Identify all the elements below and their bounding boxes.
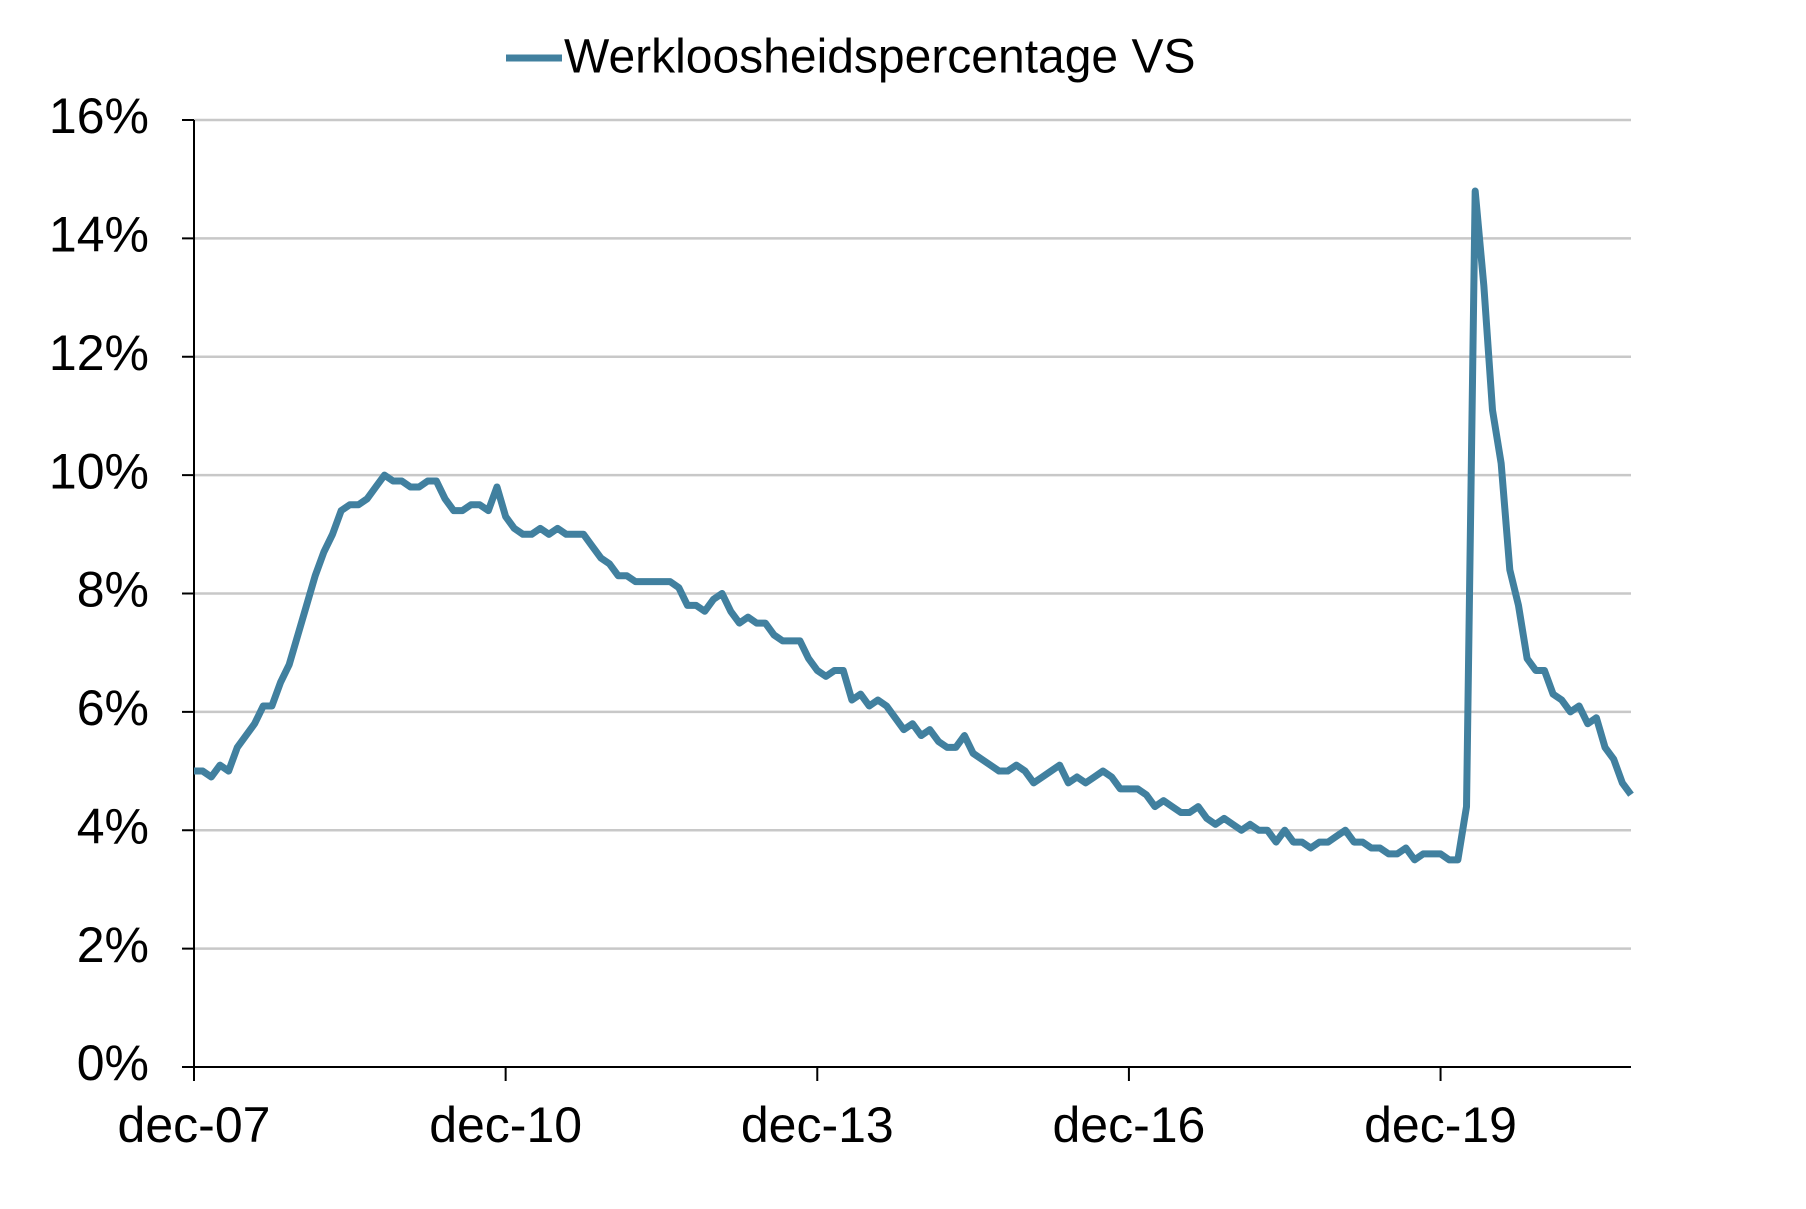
y-tick-label: 12% [49, 325, 149, 381]
y-tick-label: 2% [77, 917, 149, 973]
y-tick-label: 10% [49, 443, 149, 499]
legend-label: Werkloosheidspercentage VS [564, 31, 1195, 84]
data-line [194, 187, 1634, 864]
x-tick-label: dec-16 [1052, 1097, 1205, 1153]
y-tick-label: 16% [49, 88, 149, 144]
y-tick-label: 14% [49, 207, 149, 263]
x-tick-label: dec-07 [118, 1097, 271, 1153]
y-tick-label: 6% [77, 680, 149, 736]
y-tick-label: 0% [77, 1035, 149, 1091]
x-tick-label: dec-19 [1364, 1097, 1517, 1153]
x-tick-label: dec-10 [429, 1097, 582, 1153]
x-tick-label: dec-13 [741, 1097, 894, 1153]
y-tick-label: 4% [77, 798, 149, 854]
y-tick-label: 8% [77, 562, 149, 618]
